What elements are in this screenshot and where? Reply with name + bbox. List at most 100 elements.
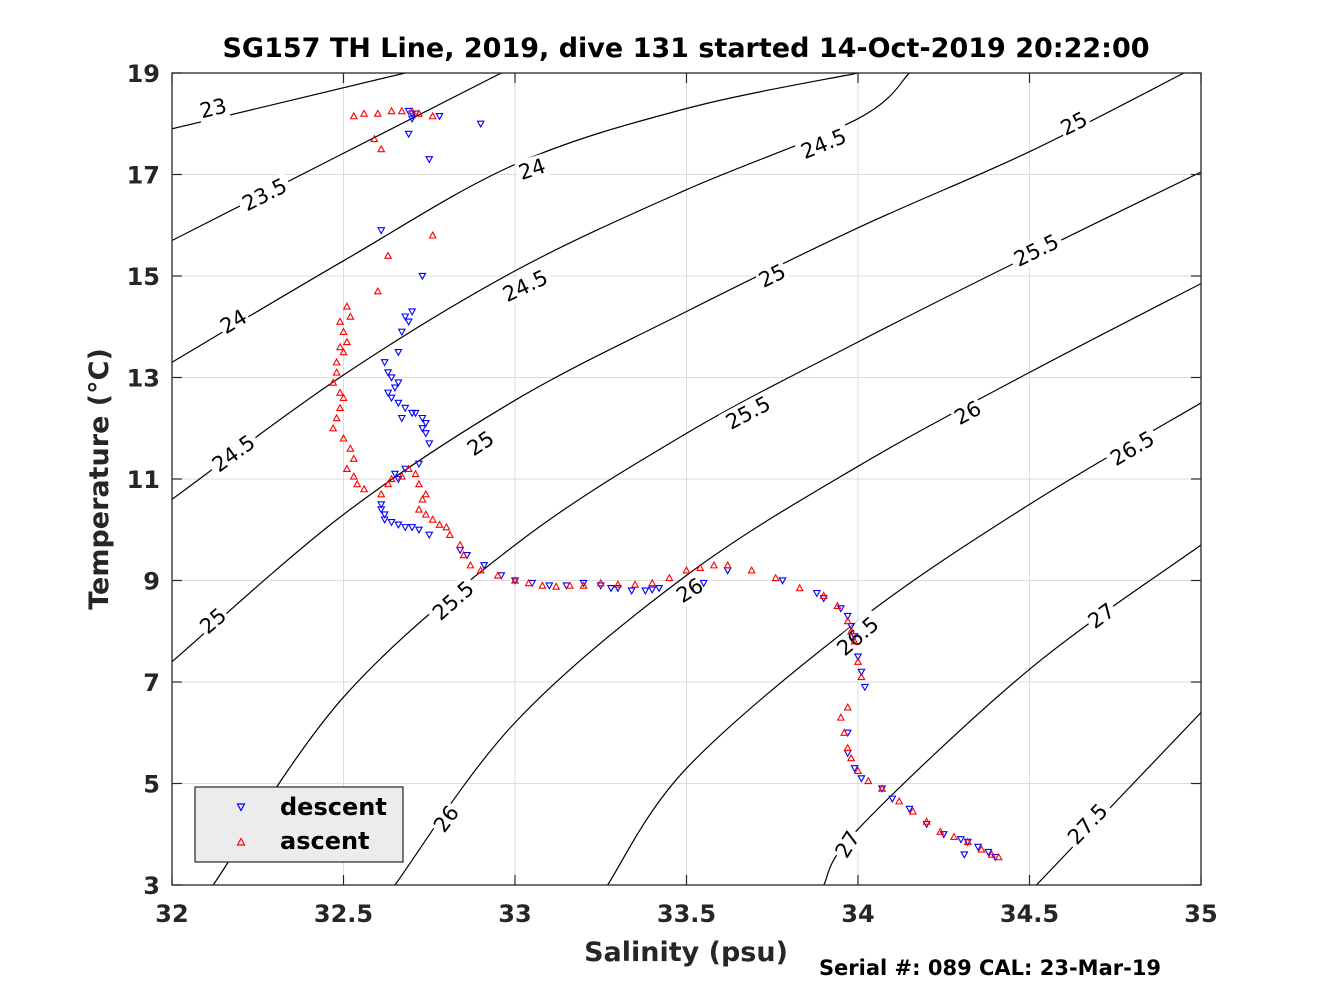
descent-point bbox=[425, 531, 434, 540]
ascent-point bbox=[377, 144, 386, 153]
ascent-point bbox=[339, 327, 348, 335]
descent-point bbox=[390, 470, 400, 479]
contour-label-bg bbox=[204, 428, 263, 480]
ascent-point bbox=[349, 454, 358, 462]
legend-box bbox=[194, 786, 404, 863]
descent-point bbox=[648, 586, 657, 594]
descent-point bbox=[380, 511, 389, 519]
contour-label-bg bbox=[514, 153, 551, 186]
y-tick-label: 9 bbox=[143, 568, 160, 596]
ascent-point bbox=[833, 601, 842, 610]
ascent-point bbox=[843, 616, 852, 625]
ascent-point bbox=[428, 515, 437, 523]
contour-label-bg bbox=[427, 799, 465, 839]
ascent-point bbox=[332, 413, 341, 422]
ascent-point bbox=[552, 582, 561, 590]
ascent-point bbox=[335, 403, 345, 412]
contour-label-bg bbox=[214, 303, 253, 340]
contour-label-bg bbox=[718, 389, 778, 437]
ascent-point bbox=[994, 852, 1003, 861]
ascent-point bbox=[353, 479, 362, 488]
ascent-point bbox=[843, 743, 852, 752]
legend-descent-marker bbox=[236, 803, 246, 812]
contour-line bbox=[172, 73, 1185, 663]
y-tick-label: 7 bbox=[143, 669, 160, 697]
contour-label-bg bbox=[495, 263, 555, 309]
descent-point bbox=[401, 313, 410, 321]
x-tick-label: 34.5 bbox=[1000, 900, 1059, 928]
x-axis-label: Salinity (psu) bbox=[584, 937, 788, 968]
descent-point bbox=[383, 369, 393, 377]
ascent-point bbox=[596, 578, 605, 587]
y-tick-label: 11 bbox=[127, 466, 160, 494]
x-axis-ticks: 32 32.5 33 33.5 34 34.5 35 bbox=[155, 73, 1218, 928]
contour-label-bg bbox=[1060, 796, 1116, 852]
ascent-point bbox=[342, 464, 352, 472]
serial-cal-footer: Serial #: 089 CAL: 23-Mar-19 bbox=[819, 956, 1161, 980]
contour-label-bg bbox=[1103, 424, 1162, 473]
descent-point bbox=[397, 328, 406, 337]
descent-point bbox=[843, 612, 852, 621]
ascent-point bbox=[339, 434, 348, 442]
ascent-point bbox=[857, 672, 866, 681]
ascent-point bbox=[445, 530, 454, 538]
contour-label-bg bbox=[235, 171, 295, 218]
ascent-point bbox=[510, 576, 520, 584]
contour-label-bg bbox=[194, 602, 233, 640]
ascent-point bbox=[418, 494, 427, 503]
descent-point bbox=[778, 577, 787, 585]
descent-point bbox=[421, 420, 430, 428]
descent-point bbox=[397, 414, 406, 423]
ascent-point bbox=[421, 510, 430, 518]
ascent-point bbox=[435, 520, 444, 528]
descent-point bbox=[418, 414, 427, 423]
descent-point bbox=[387, 374, 396, 382]
descent-point bbox=[390, 384, 400, 392]
contour-line bbox=[172, 73, 910, 500]
ascent-point bbox=[346, 444, 355, 452]
contour-line bbox=[1035, 712, 1201, 885]
chart-title: SG157 TH Line, 2019, dive 131 started 14… bbox=[222, 33, 1149, 64]
ascent-point bbox=[339, 347, 348, 356]
contour-line bbox=[172, 73, 406, 130]
descent-point bbox=[418, 425, 427, 433]
descent-point bbox=[425, 440, 434, 448]
x-tick-label: 33 bbox=[498, 900, 531, 928]
ascent-point bbox=[840, 728, 849, 736]
contour-label-bg bbox=[829, 825, 866, 864]
ascent-point bbox=[493, 571, 502, 579]
ascent-point bbox=[421, 489, 430, 498]
ascent-point bbox=[335, 317, 345, 325]
y-tick-label: 5 bbox=[143, 771, 160, 799]
descent-point bbox=[401, 404, 410, 413]
descent-point bbox=[850, 765, 859, 773]
ascent-point bbox=[329, 378, 338, 386]
ascent-point bbox=[397, 106, 406, 115]
descent-point bbox=[414, 460, 424, 469]
descent-point bbox=[606, 584, 616, 593]
ascent-point bbox=[936, 827, 945, 835]
ascent-point bbox=[411, 469, 420, 478]
ascent-point bbox=[404, 464, 413, 472]
contour-label-bg bbox=[425, 573, 482, 628]
ascent-point bbox=[524, 578, 533, 587]
ascent-point bbox=[949, 832, 959, 840]
descent-point bbox=[579, 579, 588, 588]
y-tick-label: 15 bbox=[127, 263, 160, 291]
ascent-point bbox=[387, 474, 396, 483]
y-axis-ticks: 3 5 7 9 11 13 15 17 19 bbox=[127, 60, 1201, 900]
x-tick-label: 35 bbox=[1184, 900, 1217, 928]
ascent-point bbox=[538, 581, 547, 589]
ascent-point bbox=[771, 573, 780, 582]
y-tick-label: 19 bbox=[127, 60, 160, 88]
contour-label-bg bbox=[829, 609, 887, 663]
y-tick-label: 17 bbox=[127, 162, 160, 190]
descent-point bbox=[613, 584, 623, 593]
ascent-point bbox=[383, 251, 393, 259]
ascent-point bbox=[922, 817, 931, 825]
ascent-point bbox=[565, 581, 575, 589]
legend: descent ascent bbox=[194, 786, 404, 863]
contour-label-bg bbox=[1006, 227, 1066, 274]
descent-point bbox=[960, 851, 969, 859]
